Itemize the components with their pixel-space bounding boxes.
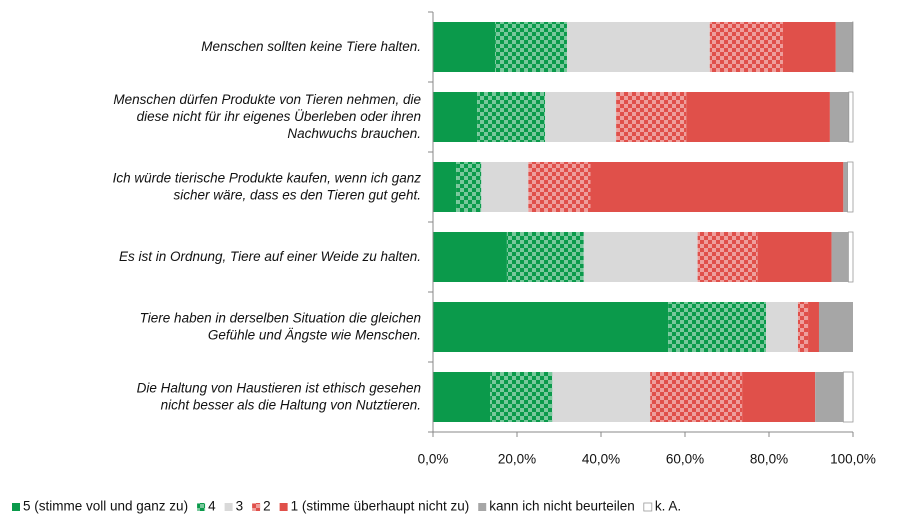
bar-segment bbox=[831, 232, 849, 282]
bar-segment bbox=[829, 92, 849, 142]
bar-segment bbox=[583, 232, 698, 282]
bar-segment bbox=[433, 22, 496, 72]
category-label: Ich würde tierische Produkte kaufen, wen… bbox=[113, 170, 422, 202]
bar-segment bbox=[797, 302, 809, 352]
bar-segment bbox=[590, 162, 844, 212]
bar-segment bbox=[697, 232, 758, 282]
bar-segment bbox=[757, 232, 832, 282]
bar-segment bbox=[545, 92, 617, 142]
x-tick-label: 80,0% bbox=[750, 452, 788, 467]
bar-segment bbox=[495, 22, 567, 72]
x-tick-label: 0,0% bbox=[418, 452, 449, 467]
bar-segment bbox=[843, 162, 848, 212]
bar-segment bbox=[552, 372, 651, 422]
bar-segment bbox=[616, 92, 687, 142]
legend-label: kann ich nicht beurteilen bbox=[489, 499, 635, 514]
bar-segment bbox=[766, 302, 798, 352]
bar-segment bbox=[566, 22, 710, 72]
x-tick-label: 60,0% bbox=[666, 452, 704, 467]
legend-label: k. A. bbox=[655, 499, 681, 514]
bar-segment bbox=[528, 162, 591, 212]
bar-segment bbox=[650, 372, 743, 422]
legend-swatch bbox=[478, 503, 487, 511]
bar-segment bbox=[742, 372, 816, 422]
bar-segment bbox=[709, 22, 783, 72]
bar-segment bbox=[818, 302, 853, 352]
legend-label: 1 (stimme überhaupt nicht zu) bbox=[291, 499, 470, 514]
bar-segment bbox=[808, 302, 819, 352]
legend-label: 5 (stimme voll und ganz zu) bbox=[23, 499, 188, 514]
bar-segment bbox=[456, 162, 482, 212]
bar-segment bbox=[686, 92, 830, 142]
bar-segment bbox=[433, 162, 457, 212]
bar-segment bbox=[506, 232, 584, 282]
bar-segment bbox=[433, 92, 478, 142]
x-tick-label: 20,0% bbox=[498, 452, 536, 467]
bar-segment bbox=[815, 372, 844, 422]
category-label: Menschen sollten keine Tiere halten. bbox=[201, 39, 421, 54]
bar-segment bbox=[842, 371, 854, 423]
bar-segment bbox=[847, 161, 854, 213]
bar-segment bbox=[782, 22, 836, 72]
legend-label: 2 bbox=[263, 499, 271, 514]
bar-segment bbox=[481, 162, 529, 212]
legend-swatch bbox=[224, 503, 233, 511]
category-label: Tiere haben in derselben Situation die g… bbox=[140, 310, 421, 342]
legend-swatch bbox=[643, 502, 653, 512]
bar-segment bbox=[847, 231, 854, 283]
bar-segment bbox=[668, 302, 767, 352]
legend-swatch bbox=[197, 503, 206, 511]
bar-segment bbox=[835, 22, 853, 72]
bar-segment bbox=[433, 372, 491, 422]
bar-segment bbox=[490, 372, 553, 422]
legend-label: 4 bbox=[208, 499, 216, 514]
legend-label: 3 bbox=[236, 499, 244, 514]
legend-swatch bbox=[12, 503, 20, 511]
legend-swatch bbox=[252, 503, 261, 511]
bar-segment bbox=[433, 302, 669, 352]
category-label: Es ist in Ordnung, Tiere auf einer Weide… bbox=[119, 249, 421, 264]
bar-segment bbox=[477, 92, 546, 142]
category-label: Menschen dürfen Produkte von Tieren nehm… bbox=[113, 92, 421, 141]
legend-swatch bbox=[279, 503, 288, 511]
x-tick-label: 100,0% bbox=[830, 452, 876, 467]
x-tick-label: 40,0% bbox=[582, 452, 620, 467]
bar-segment bbox=[848, 91, 854, 143]
category-label: Die Haltung von Haustieren ist ethisch g… bbox=[137, 380, 421, 412]
bar-segment bbox=[433, 232, 507, 282]
